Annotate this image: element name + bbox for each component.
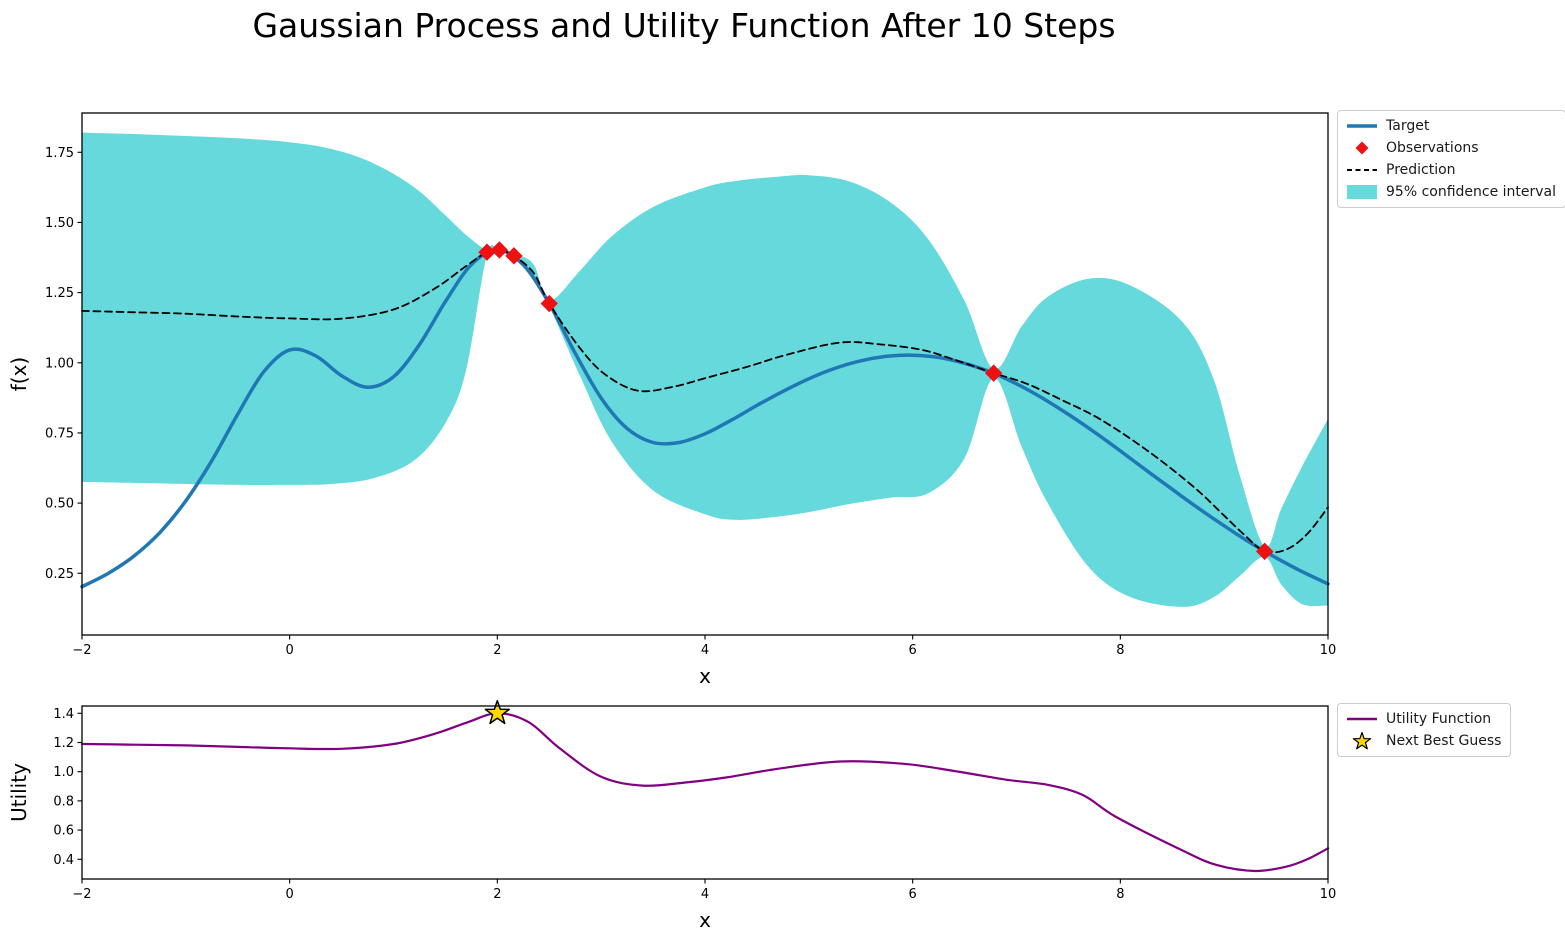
- utility-y-tick-label: 0.4: [53, 853, 74, 868]
- observation-diamond-marker: [1255, 542, 1274, 561]
- gp-y-tick-label: 1.75: [45, 146, 74, 161]
- utility-x-tick-label: 6: [909, 887, 917, 902]
- prediction-dashed-line-icon: [1347, 169, 1377, 171]
- utility-x-tick-label: 2: [493, 887, 501, 902]
- utility-utility-function-line: [80, 712, 1330, 873]
- legend-item-label: Observations: [1386, 140, 1479, 156]
- legend-item-prediction: Prediction: [1345, 160, 1556, 180]
- utility-x-tick-label: −2: [72, 887, 91, 902]
- observation-diamond-marker: [540, 294, 558, 313]
- observation-diamond-marker: [490, 241, 509, 259]
- confidence-interval-patch-icon: [1347, 185, 1377, 199]
- legend-item-utility-function: Utility Function: [1345, 709, 1501, 729]
- legend-item-next-best-guess: Next Best Guess: [1345, 731, 1501, 751]
- gp-confidence-band: [82, 132, 1328, 607]
- gp-x-tick-label: 10: [1320, 643, 1337, 658]
- legend-item-label: Target: [1386, 118, 1430, 134]
- legend-item-label: 95% confidence interval: [1386, 184, 1557, 200]
- utility-y-tick-label: 1.0: [53, 765, 74, 780]
- utility-x-axis-label: x: [699, 908, 711, 932]
- gp-y-tick-label: 0.50: [45, 497, 74, 512]
- gp-x-axis-label: x: [699, 664, 711, 688]
- utility-x-tick-label: 10: [1320, 887, 1337, 902]
- utility-plot-area: −2 0 2 4 6 8 10 0.4 0.6 0.8 1.0 1.2 1.4 x Utility: [7, 700, 1337, 932]
- utility-x-tick-label: 4: [701, 887, 709, 902]
- gp-y-tick-label: 0.25: [45, 567, 74, 582]
- gp-x-tick-label: 8: [1116, 643, 1124, 658]
- utility-y-tick-label: 0.8: [53, 794, 74, 809]
- utility-y-tick-label: 1.2: [53, 736, 74, 751]
- gp-x-tick-label: 2: [493, 643, 501, 658]
- gp-y-tick-label: 1.00: [45, 356, 74, 371]
- next-best-guess-star-icon: [1352, 731, 1372, 750]
- utility-legend: Utility Function Next Best Guess: [1337, 703, 1512, 757]
- utility-y-tick-label: 0.6: [53, 824, 74, 839]
- gp-legend: Target Observations Prediction 95% confiden…: [1337, 110, 1565, 208]
- legend-item-95-confidence-interval: 95% confidence interval: [1345, 182, 1556, 202]
- gp-target-line: [80, 248, 1330, 589]
- utility-y-axis-label: Utility: [7, 763, 31, 822]
- target-line-icon: [1347, 124, 1377, 128]
- utility-y-tick-label: 1.4: [53, 707, 74, 722]
- observation-diamond-marker: [984, 364, 1003, 382]
- gp-x-tick-label: 6: [909, 643, 917, 658]
- observations-diamond-icon: [1355, 141, 1369, 155]
- figure-title: Gaussian Process and Utility Function Af…: [252, 6, 1116, 45]
- gp-x-tick-label: −2: [72, 643, 91, 658]
- legend-item-label: Utility Function: [1386, 711, 1492, 727]
- observation-diamond-marker: [505, 247, 523, 265]
- gp-x-tick-label: 0: [286, 643, 294, 658]
- utility-x-tick-label: 0: [286, 887, 294, 902]
- utility-x-tick-label: 8: [1116, 887, 1124, 902]
- gp-prediction-line: [81, 248, 1329, 554]
- legend-item-target: Target: [1345, 116, 1556, 136]
- utility-plot-border: [81, 705, 1329, 880]
- legend-item-label: Next Best Guess: [1386, 733, 1502, 749]
- gp-plot-area: −2 0 2 4 6 8 10 0.25 0.50 0.75 1.00 1.25 1.50 1.75 x f(…: [7, 112, 1337, 688]
- legend-item-observations: Observations: [1345, 138, 1556, 158]
- gp-x-tick-label: 4: [701, 643, 709, 658]
- utility-line-icon: [1347, 717, 1377, 721]
- gp-y-tick-label: 0.75: [45, 426, 74, 441]
- gp-y-tick-label: 1.50: [45, 216, 74, 231]
- gp-y-tick-label: 1.25: [45, 286, 74, 301]
- legend-item-label: Prediction: [1386, 162, 1456, 178]
- gp-y-axis-label: f(x): [7, 357, 31, 391]
- next-best-guess-star: [484, 700, 510, 725]
